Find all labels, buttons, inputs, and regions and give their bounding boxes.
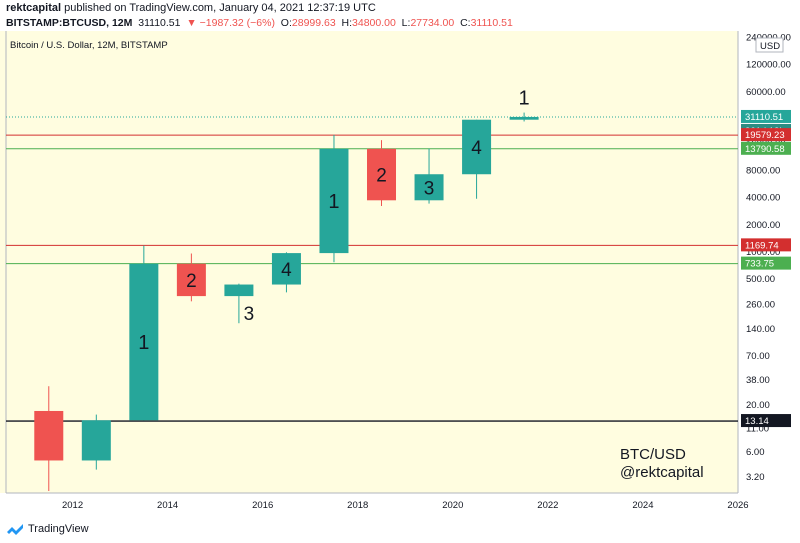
cycle-label: 3 bbox=[244, 304, 255, 325]
cycle-label: 4 bbox=[281, 260, 292, 281]
cycle-label: 1 bbox=[138, 332, 149, 354]
x-tick-label: 2012 bbox=[62, 500, 83, 511]
footer: TradingView bbox=[0, 519, 800, 543]
y-tick-label: 70.00 bbox=[746, 351, 770, 362]
candle-body bbox=[462, 119, 492, 175]
cycle-label: 1 bbox=[519, 88, 530, 110]
symbol-label: BITSTAMP:BTCUSD, 12M bbox=[6, 17, 133, 29]
level-badge-support: 733.75 bbox=[745, 259, 774, 270]
x-tick-label: 2026 bbox=[727, 500, 748, 511]
candle-body bbox=[176, 263, 206, 297]
level-badge-resistance: 1169.74 bbox=[745, 240, 779, 251]
candle-body bbox=[81, 420, 111, 461]
candle-body bbox=[319, 148, 349, 254]
y-tick-label: 260.00 bbox=[746, 300, 775, 311]
publish-info: published on TradingView.com, January 04… bbox=[64, 2, 376, 14]
y-tick-label: 20.00 bbox=[746, 400, 770, 411]
candle-body bbox=[367, 148, 397, 201]
low-value: 27734.00 bbox=[410, 17, 455, 29]
close-value: 31110.51 bbox=[470, 17, 513, 29]
level-badge-resistance: 19579.23 bbox=[745, 130, 785, 141]
level-badge-resistance-bg bbox=[741, 238, 791, 252]
price-change: ▼ −1987.32 (−6%) bbox=[186, 17, 275, 29]
y-tick-label: 60000.00 bbox=[746, 87, 786, 98]
candle-body bbox=[414, 174, 444, 201]
chart-title: Bitcoin / U.S. Dollar, 12M, BITSTAMP bbox=[10, 40, 168, 51]
x-tick-label: 2024 bbox=[632, 500, 653, 511]
y-tick-label: 140.00 bbox=[746, 324, 775, 335]
level-badge-black-bg bbox=[741, 414, 791, 428]
open-label: O: bbox=[280, 17, 292, 29]
candlestick-chart[interactable]: Bitcoin / U.S. Dollar, 12M, BITSTAMP 2 400… bbox=[0, 31, 800, 519]
candle-body bbox=[129, 263, 159, 421]
x-tick-label: 2022 bbox=[537, 500, 558, 511]
candle-body bbox=[509, 116, 539, 120]
x-tick-label: 2020 bbox=[442, 500, 463, 511]
high-value: 34800.00 bbox=[352, 17, 396, 29]
open-value: 28999.63 bbox=[291, 17, 336, 29]
candle-body bbox=[271, 253, 301, 285]
cycle-label: 3 bbox=[424, 178, 435, 199]
cycle-label: 4 bbox=[471, 138, 482, 159]
currency-box bbox=[755, 37, 784, 53]
last-price: 31110.51 bbox=[138, 17, 181, 29]
cycle-label: 2 bbox=[376, 166, 387, 187]
candle-body bbox=[34, 410, 64, 461]
x-tick-label: 2014 bbox=[157, 500, 178, 511]
watermark-author: @rektcapital bbox=[620, 464, 704, 481]
x-tick-label: 2018 bbox=[347, 500, 368, 511]
current-price-badge-bg bbox=[741, 109, 791, 123]
y-tick-label: 3.20 bbox=[746, 472, 765, 483]
y-tick-label: 38.00 bbox=[746, 375, 770, 386]
plot-background bbox=[0, 31, 738, 493]
chart-area[interactable]: Bitcoin / U.S. Dollar, 12M, BITSTAMP 2 400… bbox=[0, 31, 800, 519]
level-badge-black: 13.14 bbox=[745, 416, 769, 427]
low-label: L: bbox=[401, 17, 411, 29]
level-badge-support: 13790.58 bbox=[745, 144, 785, 155]
y-tick-label: 6.00 bbox=[746, 447, 765, 458]
ohlc-line: BITSTAMP:BTCUSD, 12M 31110.51 ▼ −1987.32… bbox=[6, 17, 513, 29]
y-tick-label: 1000.00 bbox=[746, 247, 780, 258]
y-tick-label: 11.00 bbox=[746, 424, 769, 435]
x-tick-label: 2016 bbox=[252, 500, 273, 511]
y-tick-label: 4000.00 bbox=[746, 193, 780, 204]
watermark-pair: BTC/USD bbox=[620, 446, 686, 463]
y-tick-label: 2000.00 bbox=[746, 220, 780, 231]
y-tick-label: 120000.00 bbox=[746, 60, 791, 71]
candle-body bbox=[224, 284, 254, 297]
cycle-label: 1 bbox=[328, 191, 339, 213]
level-badge-resistance-bg bbox=[741, 128, 791, 142]
publish-line: rektcapital published on TradingView.com… bbox=[6, 2, 376, 14]
y-tick-label: 500.00 bbox=[746, 274, 775, 285]
tradingview-logo-icon[interactable] bbox=[6, 523, 24, 537]
tradingview-brand[interactable]: TradingView bbox=[28, 523, 89, 535]
close-label: C: bbox=[460, 17, 471, 29]
level-badge-support-bg bbox=[741, 141, 791, 155]
author-name[interactable]: rektcapital bbox=[6, 2, 62, 14]
current-price-badge: 31110.51 bbox=[745, 112, 783, 123]
level-badge-support-bg bbox=[741, 256, 791, 270]
cycle-label: 2 bbox=[186, 271, 197, 292]
high-label: H: bbox=[341, 17, 353, 29]
y-tick-label: 8000.00 bbox=[746, 166, 780, 177]
currency-label: USD bbox=[760, 41, 780, 52]
